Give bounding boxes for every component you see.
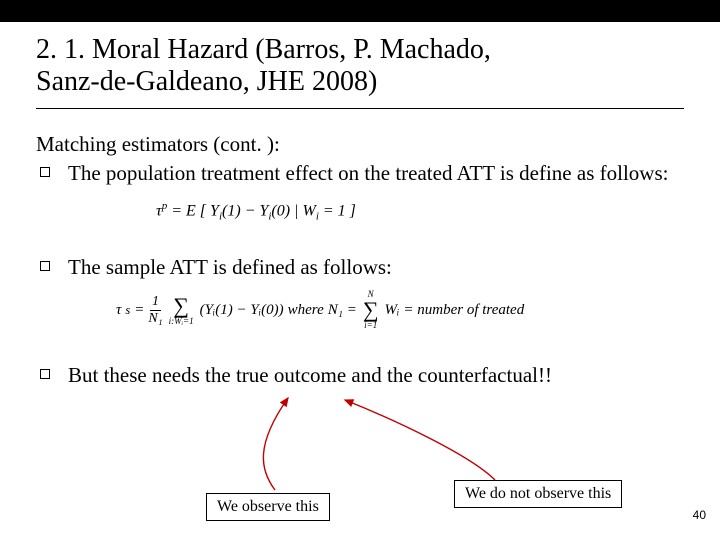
- arrow-right: [345, 400, 495, 480]
- arrow-left: [263, 398, 288, 490]
- tau2: τ: [116, 301, 121, 320]
- tau2-sup: s: [125, 303, 130, 319]
- slide: 2. 1. Moral Hazard (Barros, P. Machado, …: [0, 0, 720, 540]
- sum1-bot: i:Wᵢ=1: [169, 317, 194, 326]
- bullet-marker-icon: [40, 369, 50, 379]
- f1-p1: = E [ Y: [167, 202, 219, 219]
- title-block: 2. 1. Moral Hazard (Barros, P. Machado, …: [36, 34, 684, 109]
- formula-sample: τs = 1 N₁ ∑ i:Wᵢ=1 (Yᵢ(1) − Yᵢ(0)) where…: [116, 290, 684, 330]
- spacer-2: [36, 342, 684, 360]
- frac-1: 1 N₁: [148, 295, 162, 326]
- bullet-3: But these needs the true outcome and the…: [36, 362, 684, 388]
- lead-text: Matching estimators (cont. ):: [36, 131, 684, 157]
- frac-den: N₁: [148, 311, 162, 326]
- bullet-2-text: The sample ATT is defined as follows:: [68, 254, 684, 280]
- bullet-3-text: But these needs the true outcome and the…: [68, 362, 684, 388]
- bullet-1: The population treatment effect on the t…: [36, 160, 684, 186]
- f1-p2: (1) − Y: [222, 202, 268, 219]
- bullet-1-text: The population treatment effect on the t…: [68, 160, 684, 186]
- sample-term: (Yᵢ(1) − Yᵢ(0)): [200, 301, 284, 320]
- frac-num: 1: [150, 295, 161, 311]
- f1-p4: = 1 ]: [319, 202, 356, 219]
- top-black-bar: [0, 0, 720, 22]
- annotation-not-observe: We do not observe this: [454, 480, 622, 508]
- page-number: 40: [693, 508, 706, 522]
- bullet-marker-icon: [40, 261, 50, 271]
- formula-population: τp = E [ Yi(1) − Yi(0) | Wi = 1 ]: [156, 200, 684, 224]
- sum-2: N ∑ i=1: [363, 290, 379, 330]
- sample-term2: Wᵢ: [385, 301, 400, 320]
- where-text: where: [288, 301, 324, 320]
- body: Matching estimators (cont. ): The popula…: [36, 131, 684, 388]
- sample-tail: = number of treated: [403, 301, 524, 320]
- title-line-1: 2. 1. Moral Hazard (Barros, P. Machado,: [36, 34, 684, 66]
- n1-text: N₁ =: [328, 301, 357, 320]
- eq1: =: [134, 301, 144, 320]
- bullet-marker-icon: [40, 167, 50, 177]
- sigma-icon: ∑: [173, 295, 189, 317]
- spacer-1: [36, 234, 684, 252]
- sigma-icon: ∑: [363, 299, 379, 321]
- f1-p3: (0) | W: [271, 202, 315, 219]
- bullet-2: The sample ATT is defined as follows:: [36, 254, 684, 280]
- annotation-observe: We observe this: [206, 493, 330, 521]
- title-line-2: Sanz-de-Galdeano, JHE 2008): [36, 66, 684, 98]
- sum2-bot: i=1: [364, 321, 377, 330]
- sum-1: ∑ i:Wᵢ=1: [169, 295, 194, 326]
